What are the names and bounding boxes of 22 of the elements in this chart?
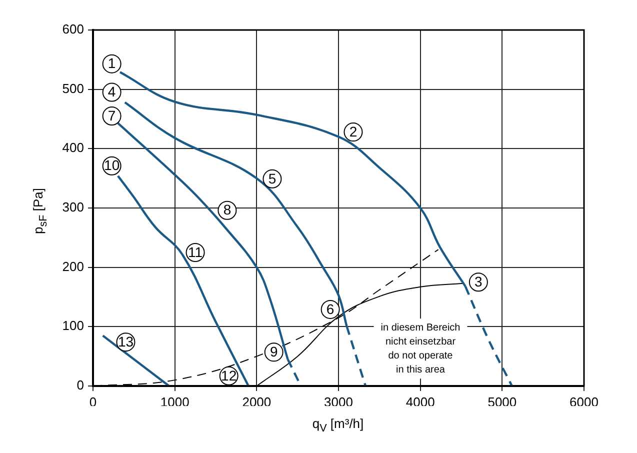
annotation: in diesem Bereich nicht einsetzbar do not operate in this area <box>380 322 460 376</box>
annotation: 7 <box>108 107 116 124</box>
y-tick-label: 100 <box>62 318 84 334</box>
annotation: 9 <box>270 344 278 360</box>
annotation: 8 <box>223 202 232 218</box>
annotation: 3 <box>474 274 483 290</box>
annotation: 4 <box>108 84 116 100</box>
y-tick-label: 200 <box>62 258 84 274</box>
y-tick-label: 300 <box>62 200 84 215</box>
annotation: 1 <box>108 55 116 72</box>
y-tick-label: 400 <box>62 140 84 156</box>
annotation: 11 <box>188 244 203 260</box>
annotation: 5 <box>268 170 276 186</box>
annotation: 12 <box>221 367 237 384</box>
annotation: 2 <box>349 123 358 140</box>
annotation: 10 <box>104 157 120 174</box>
y-tick-label: 500 <box>62 80 84 96</box>
annotation: 6 <box>326 300 334 317</box>
y-tick-label: 0 <box>76 378 84 393</box>
annotation: 13 <box>118 333 134 350</box>
x-axis-title: q$_{V}$ [m³/h] <box>312 416 364 435</box>
y-tick-label: 600 <box>62 22 84 37</box>
